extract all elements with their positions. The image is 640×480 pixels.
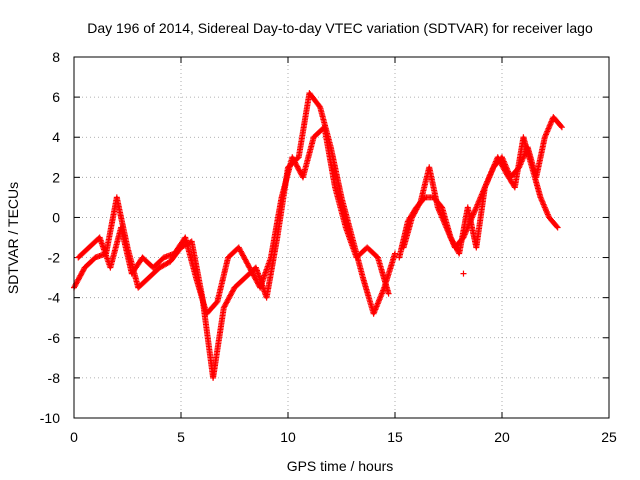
data-point	[553, 223, 560, 230]
x-tick-label: 0	[70, 429, 78, 445]
data-point	[460, 270, 467, 277]
data-point	[554, 224, 561, 231]
y-tick-label: -8	[48, 370, 61, 386]
x-tick-label: 10	[280, 429, 296, 445]
data-point	[385, 290, 392, 297]
data-points	[71, 90, 565, 381]
tick-labels: 0 5 10 15 20 25 -10 -8 -6 -4 -2 0 2 4 6 8	[40, 49, 617, 445]
x-axis-label: GPS time / hours	[287, 458, 394, 474]
y-tick-label: 0	[52, 209, 60, 225]
x-tick-label: 25	[601, 429, 617, 445]
data-point	[213, 299, 220, 306]
y-tick-label: 2	[52, 169, 60, 185]
chart-title: Day 196 of 2014, Sidereal Day-to-day VTE…	[87, 20, 593, 36]
y-tick-label: -6	[48, 330, 61, 346]
y-axis-label: SDTVAR / TECUs	[5, 182, 21, 294]
y-tick-label: 6	[52, 89, 60, 105]
y-tick-label: 8	[52, 49, 60, 65]
y-tick-label: -4	[48, 290, 61, 306]
data-point	[558, 124, 565, 131]
grid	[73, 56, 610, 419]
x-tick-label: 20	[494, 429, 510, 445]
y-tick-label: -10	[40, 410, 60, 426]
data-point	[316, 102, 323, 109]
data-point	[392, 250, 398, 257]
data-point	[557, 123, 564, 130]
y-tick-label: 4	[52, 129, 60, 145]
data-point	[416, 199, 423, 206]
plot-frame	[73, 56, 610, 419]
x-tick-label: 15	[387, 429, 403, 445]
y-tick-label: -2	[48, 250, 61, 266]
x-tick-label: 5	[177, 429, 185, 445]
